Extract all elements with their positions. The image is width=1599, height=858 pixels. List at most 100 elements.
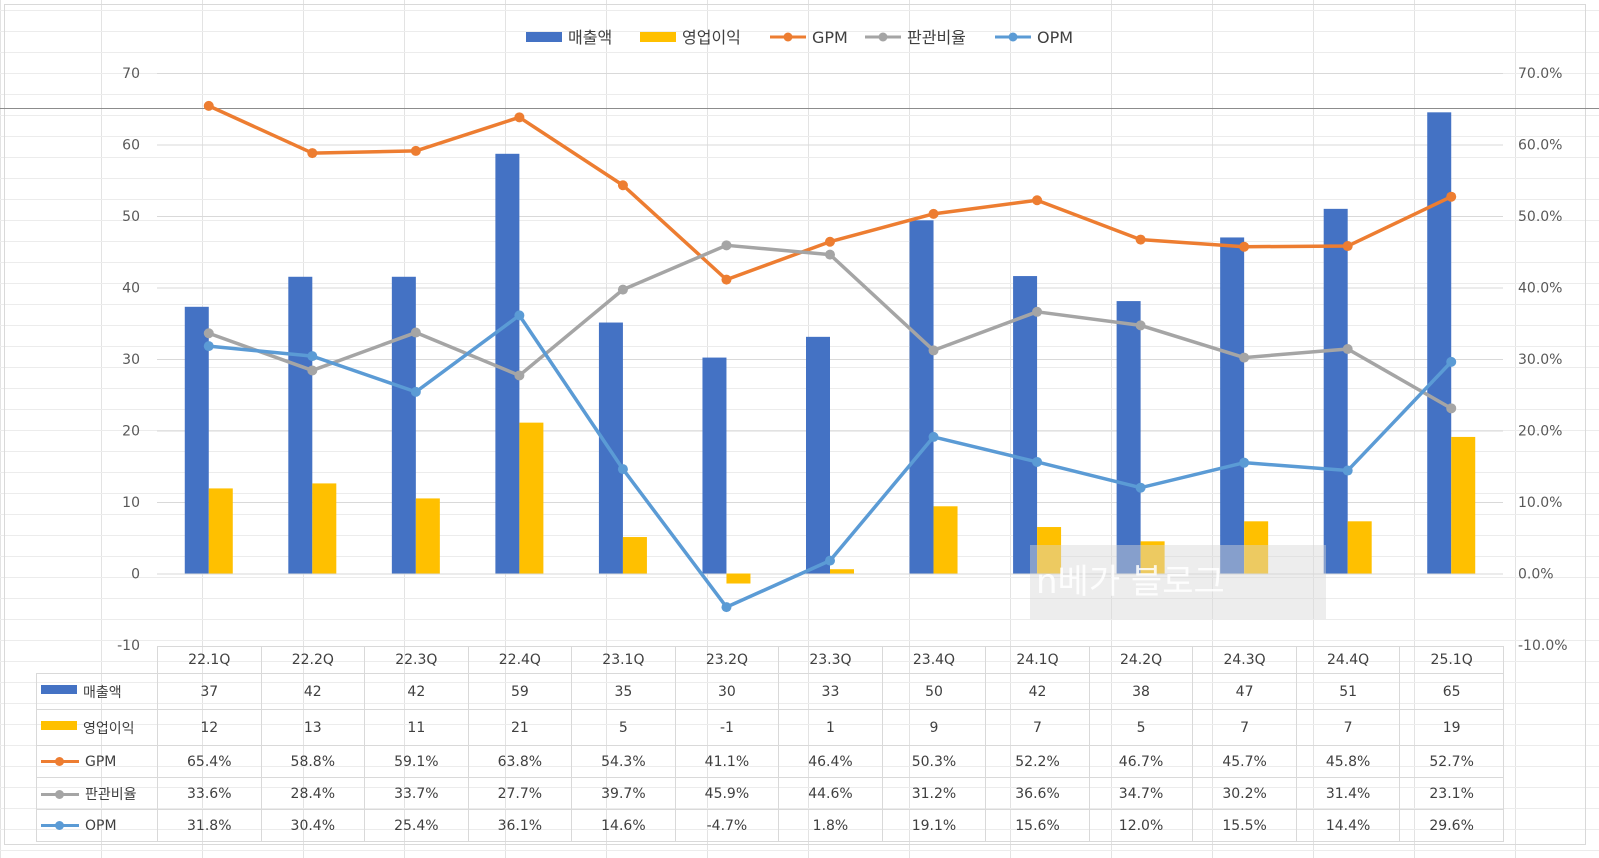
legend-marker-GPM: [783, 32, 793, 42]
row-label-영업이익: 영업이익: [36, 709, 158, 746]
data-label-영업이익: -1: [674, 709, 780, 746]
bar-매출액-23.1Q: [598, 322, 623, 574]
bar-영업이익-22.3Q: [415, 498, 440, 574]
data-label-GPM: 46.4%: [778, 745, 883, 778]
data-label-영업이익: 5: [1088, 709, 1194, 746]
point-판관비율-24.2Q: [1135, 320, 1146, 331]
x-category-label: 22.4Q: [467, 646, 573, 674]
watermark: n베가 블로그: [1030, 545, 1326, 619]
data-label-영업이익: 13: [260, 709, 366, 746]
data-label-판관비율: 33.6%: [157, 777, 262, 810]
point-GPM-22.4Q: [514, 112, 525, 123]
table-row-영업이익: 영업이익 12 13 11 21 5 -1 1 9 7 5 7 7 19: [36, 709, 1504, 746]
point-GPM-23.2Q: [721, 274, 732, 285]
data-label-매출액: 30: [674, 673, 780, 710]
y-left-tick-label: 0: [131, 567, 140, 583]
x-category-label: 23.4Q: [881, 646, 987, 674]
point-판관비율-22.2Q: [307, 365, 318, 376]
data-label-OPM: 12.0%: [1088, 809, 1194, 842]
row-label-text: 매출액: [83, 684, 122, 701]
bar-영업이익-23.1Q: [622, 537, 647, 574]
bar-매출액-23.4Q: [909, 220, 934, 574]
bar-영업이익-22.2Q: [312, 483, 337, 574]
table-row-매출액: 매출액 37 42 42 59 35 30 33 50 42 38 47 51 65: [36, 673, 1504, 710]
data-label-영업이익: 7: [985, 709, 1090, 746]
y-right-tick-label: 60.0%: [1518, 138, 1562, 154]
point-OPM-22.4Q: [514, 310, 525, 321]
row-label-text: 영업이익: [83, 720, 135, 737]
data-label-영업이익: 11: [364, 709, 469, 746]
x-category-label: 25.1Q: [1399, 646, 1504, 674]
legend-label-영업이익: 영업이익: [682, 28, 741, 47]
data-label-영업이익: 12: [157, 709, 262, 746]
data-label-영업이익: 5: [571, 709, 676, 746]
x-category-label: 22.3Q: [364, 646, 469, 674]
y-left-tick-label: 20: [122, 424, 140, 440]
table-row-판관비율: 판관비율 33.6% 28.4% 33.7% 27.7% 39.7% 45.9% 44.6% 3…: [36, 777, 1504, 810]
legend-label-매출액: 매출액: [568, 28, 612, 47]
x-category-label: 23.3Q: [778, 646, 883, 674]
data-label-판관비율: 28.4%: [260, 777, 366, 810]
data-label-OPM: 25.4%: [364, 809, 469, 842]
row-label-OPM: OPM: [36, 809, 158, 842]
point-판관비율-23.3Q: [825, 249, 835, 260]
data-label-OPM: 14.4%: [1295, 809, 1401, 842]
data-label-GPM: 63.8%: [467, 745, 573, 778]
data-label-판관비율: 39.7%: [571, 777, 676, 810]
legend-marker-판관비율: [878, 32, 888, 42]
point-판관비율-25.1Q: [1446, 403, 1457, 414]
legend-label-판관비율: 판관비율: [907, 28, 966, 47]
data-label-판관비율: 30.2%: [1192, 777, 1297, 810]
data-label-매출액: 47: [1192, 673, 1297, 710]
data-label-매출액: 35: [571, 673, 676, 710]
data-label-매출액: 33: [778, 673, 883, 710]
point-OPM-23.1Q: [617, 464, 628, 475]
chart-data-table: 22.1Q 22.2Q 22.3Q 22.4Q 23.1Q 23.2Q 23.3Q 23.4Q…: [36, 646, 1504, 842]
point-판관비율-23.4Q: [928, 345, 939, 356]
legend-swatch-영업이익: [640, 32, 676, 42]
data-label-OPM: 30.4%: [260, 809, 366, 842]
x-category-label: 22.2Q: [260, 646, 366, 674]
bar-매출액-22.1Q: [184, 306, 209, 574]
point-OPM-23.4Q: [928, 431, 939, 442]
data-label-영업이익: 19: [1399, 709, 1504, 746]
row-label-text: GPM: [85, 753, 117, 770]
point-OPM-23.3Q: [825, 555, 835, 566]
data-label-GPM: 54.3%: [571, 745, 676, 778]
legend-swatch-매출액: [526, 32, 562, 42]
data-label-GPM: 58.8%: [260, 745, 366, 778]
row-label-매출액: 매출액: [36, 673, 158, 710]
y-right-tick-label: 0.0%: [1518, 567, 1554, 583]
table-row-OPM: OPM 31.8% 30.4% 25.4% 36.1% 14.6% -4.7% 1.8% 19.…: [36, 809, 1504, 842]
point-판관비율-24.1Q: [1032, 306, 1043, 317]
data-label-OPM: 31.8%: [157, 809, 262, 842]
point-OPM-24.3Q: [1239, 457, 1250, 468]
bar-매출액-23.3Q: [806, 336, 830, 574]
y-right-tick-label: 50.0%: [1518, 209, 1562, 225]
data-label-매출액: 42: [985, 673, 1090, 710]
data-label-OPM: 29.6%: [1399, 809, 1504, 842]
point-OPM-23.2Q: [721, 602, 732, 613]
data-label-GPM: 46.7%: [1088, 745, 1194, 778]
row-key-OPM: [41, 820, 79, 831]
point-GPM-23.1Q: [617, 180, 628, 191]
point-GPM-22.3Q: [410, 145, 421, 156]
data-label-GPM: 41.1%: [674, 745, 780, 778]
data-label-GPM: 52.2%: [985, 745, 1090, 778]
data-label-GPM: 45.8%: [1295, 745, 1401, 778]
point-GPM-25.1Q: [1446, 191, 1457, 202]
x-category-label: 24.4Q: [1295, 646, 1401, 674]
data-label-매출액: 37: [157, 673, 262, 710]
y-left-tick-label: 70: [122, 66, 140, 82]
data-label-판관비율: 31.4%: [1295, 777, 1401, 810]
data-label-매출액: 50: [881, 673, 987, 710]
data-label-매출액: 65: [1399, 673, 1504, 710]
point-GPM-24.3Q: [1239, 241, 1250, 252]
data-label-영업이익: 1: [778, 709, 883, 746]
data-label-OPM: 14.6%: [571, 809, 676, 842]
bar-영업이익-23.4Q: [933, 506, 958, 574]
data-label-영업이익: 7: [1295, 709, 1401, 746]
y-left-tick-label: 40: [122, 281, 140, 297]
bar-매출액-24.1Q: [1013, 276, 1038, 574]
point-판관비율-22.3Q: [410, 327, 421, 338]
